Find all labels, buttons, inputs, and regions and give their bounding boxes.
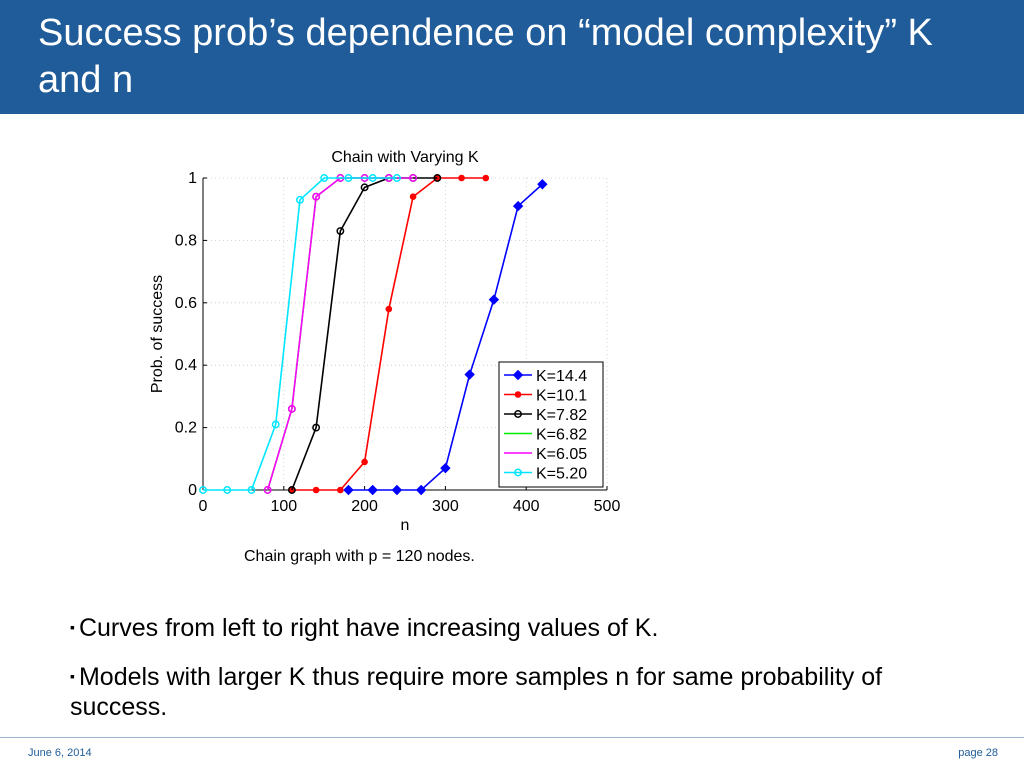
- data-point: [409, 174, 418, 182]
- data-point: [464, 369, 475, 380]
- y-tick-label: 1: [188, 170, 197, 187]
- data-point: [512, 200, 524, 212]
- data-point: [271, 420, 280, 429]
- bullet-marker: ▪: [70, 619, 75, 635]
- data-point: [320, 174, 329, 182]
- y-axis-label: Prob. of success: [149, 275, 166, 393]
- data-point: [537, 179, 548, 190]
- data-point: [368, 174, 377, 182]
- data-point: [415, 484, 427, 496]
- data-point: [440, 462, 451, 474]
- x-tick-label: 100: [270, 498, 297, 515]
- data-point: [199, 486, 207, 494]
- x-tick-label: 300: [432, 498, 459, 515]
- data-point: [433, 174, 442, 182]
- legend-box: [498, 361, 604, 488]
- data-point: [296, 195, 304, 204]
- data-point: [312, 486, 320, 494]
- legend-label: K=6.05: [536, 446, 587, 463]
- slide-title: Success prob’s dependence on “model comp…: [38, 12, 933, 101]
- data-point: [312, 423, 321, 432]
- bullet-text: Curves from left to right have increasin…: [78, 614, 659, 642]
- x-axis-label: n: [401, 517, 410, 530]
- y-tick-label: 0.8: [175, 232, 197, 249]
- bullet-list: ▪ Curves from left to right have increasi…: [70, 612, 930, 740]
- chart-caption: Chain graph with p = 120 nodes.: [244, 548, 475, 565]
- success-probability-chart: 0 100 200 300 400 500 0 0.2 0.4 0.6 0.8 1 Chain with…: [149, 149, 621, 530]
- legend-marker: [512, 369, 524, 381]
- footer-page-number: page 28: [958, 747, 998, 759]
- data-point: [458, 174, 465, 182]
- footer-date: June 6, 2014: [28, 747, 92, 759]
- data-point: [391, 484, 403, 496]
- data-point: [287, 404, 296, 413]
- data-point: [361, 458, 368, 466]
- data-point: [360, 183, 369, 192]
- data-point: [482, 174, 490, 182]
- x-tick-label: 200: [351, 498, 378, 515]
- data-point: [287, 486, 296, 494]
- data-point: [343, 484, 354, 496]
- x-tick-label: 0: [199, 498, 208, 515]
- data-point: [488, 294, 500, 305]
- bullet-item: ▪ Curves from left to right have increasi…: [70, 612, 930, 643]
- title-bar: Success prob’s dependence on “model comp…: [0, 0, 1024, 114]
- y-tick-label: 0.6: [175, 295, 197, 312]
- legend-label: K=5.20: [536, 466, 587, 483]
- legend-marker: [514, 391, 522, 398]
- legend-marker: [514, 468, 522, 477]
- y-tick-label: 0.4: [175, 357, 197, 374]
- footer-divider: [0, 737, 1024, 738]
- data-point: [344, 174, 353, 182]
- bullet-text: Models with larger K thus require more s…: [70, 663, 883, 721]
- series-line: [203, 177, 397, 491]
- data-point: [409, 193, 417, 201]
- data-point: [223, 486, 232, 494]
- legend-label: K=6.82: [536, 427, 587, 444]
- y-tick-label: 0.2: [175, 420, 197, 437]
- legend-label: K=14.4: [536, 368, 587, 385]
- y-tick-label: 0: [188, 482, 197, 499]
- data-point: [336, 227, 345, 235]
- legend-label: K=10.1: [536, 388, 587, 405]
- data-point: [312, 192, 321, 201]
- x-tick-label: 400: [513, 498, 540, 515]
- data-point: [263, 486, 272, 494]
- chart-title: Chain with Varying K: [331, 149, 479, 166]
- legend-marker: [514, 410, 522, 418]
- legend-label: K=7.82: [536, 407, 587, 424]
- data-point: [385, 305, 393, 313]
- data-point: [247, 486, 256, 494]
- data-point: [367, 484, 378, 496]
- data-point: [392, 174, 401, 182]
- data-point: [337, 486, 344, 494]
- bullet-marker: ▪: [70, 668, 75, 684]
- x-tick-label: 500: [594, 498, 621, 515]
- bullet-item: ▪ Models with larger K thus require more …: [70, 661, 930, 722]
